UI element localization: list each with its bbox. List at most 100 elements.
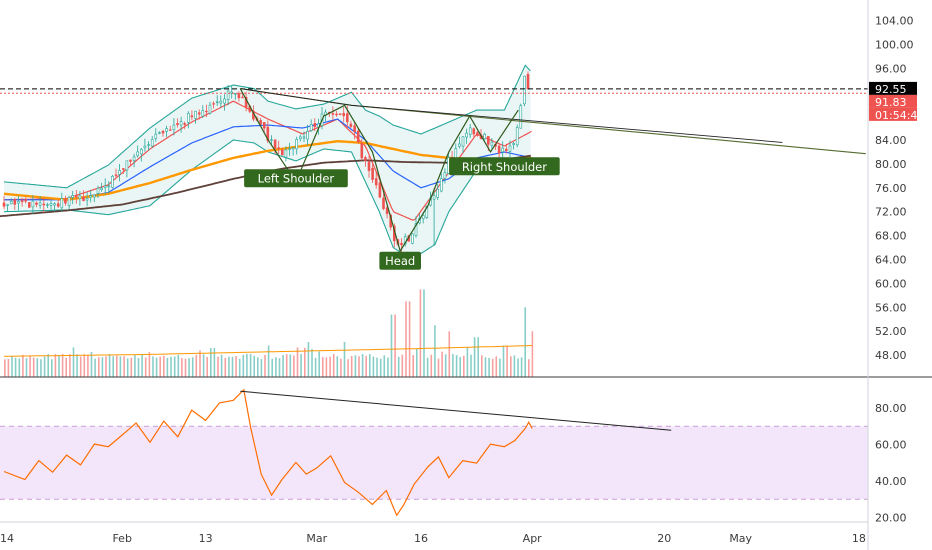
candle-body [147,144,150,146]
volume-bar [275,357,277,377]
volume-bar [495,356,498,377]
volume-bar [394,314,396,377]
candle-body [306,131,309,140]
volume-bar [163,355,165,377]
volume-bar [354,355,357,377]
candle-body [103,185,107,188]
volume-bar [76,354,78,377]
candle-body [49,203,53,206]
volume-bar [477,337,479,377]
volume-bar [32,357,35,377]
volume-bars [3,289,534,377]
volume-bar [340,358,342,377]
candle-body [71,195,74,198]
volume-bar [444,354,447,377]
volume-bar [531,331,534,377]
volume-bar [520,357,523,377]
volume-bar [202,354,205,377]
volume-bar [325,357,328,377]
candle-body [259,120,262,125]
candle-body [411,233,414,244]
volume-bar [224,357,227,377]
volume-bar [416,348,418,377]
candle-body [96,187,100,194]
candle-body [385,207,389,214]
candle-body [497,145,501,154]
candle-body [270,139,273,141]
volume-bar [470,354,472,377]
candle-body [42,203,46,206]
rsi-trendline [240,390,672,431]
volume-bar [289,354,292,377]
volume-bar [65,357,67,377]
candle-body [143,145,147,149]
volume-bar [123,356,125,377]
volume-bar [25,358,28,377]
candle-body [302,136,306,139]
price-badge-label: 01:54:48 [875,109,924,122]
candle-body [132,156,136,161]
candle-body [273,139,277,149]
volume-bar [296,347,299,377]
volume-bar [116,355,118,377]
volume-bar [54,354,57,377]
candle-body [187,113,190,123]
volume-bar [148,352,151,377]
volume-bar [513,355,516,377]
candle-body [414,223,418,236]
volume-bar [7,359,10,377]
price-tick-label: 56.00 [875,301,907,314]
volume-bar [119,356,122,377]
candle-body [526,74,530,90]
candle-body [75,195,78,198]
volume-bar [408,301,411,377]
volume-bar [412,355,414,377]
candle-body [436,188,440,198]
volume-bar [79,356,82,377]
volume-bar [452,354,454,377]
candle-body [519,105,523,129]
candle-body [215,101,219,104]
candle-body [378,182,382,198]
volume-bar [466,347,469,377]
candle-body [262,122,266,129]
volume-bar [246,353,248,377]
volume-bar [271,358,273,377]
price-tick-label: 76.00 [875,182,907,195]
rsi-band-fill [0,426,868,500]
candle-body [2,202,6,207]
candle-body [458,143,461,147]
volume-bar [130,357,133,377]
volume-bar [47,354,49,377]
volume-bar [126,358,129,377]
price-tick-label: 100.00 [875,38,914,51]
volume-bar [22,354,24,377]
volume-bar [387,357,389,377]
volume-bar [29,356,31,377]
volume-bar [177,354,180,377]
candle-body [501,147,505,153]
volume-bar [419,289,422,377]
volume-bar [36,358,39,377]
volume-bar [300,354,302,377]
volume-bar [314,357,317,377]
candle-body [465,132,468,138]
volume-bar [155,357,158,377]
volume-bar [228,356,230,377]
volume-bar [83,354,86,377]
candle-body [356,130,360,143]
candle-body [31,200,35,208]
volume-bar [347,359,349,377]
price-tick-label: 60.00 [875,277,907,290]
candle-body [400,242,403,246]
candle-body [201,110,205,117]
volume-bar [238,358,241,377]
volume-bar [220,354,223,377]
volume-bar [213,347,216,377]
volume-bar [430,354,433,377]
volume-bar [332,354,335,377]
candle-body [6,204,9,206]
volume-bar [108,354,111,377]
time-tick-label: Apr [523,532,543,545]
